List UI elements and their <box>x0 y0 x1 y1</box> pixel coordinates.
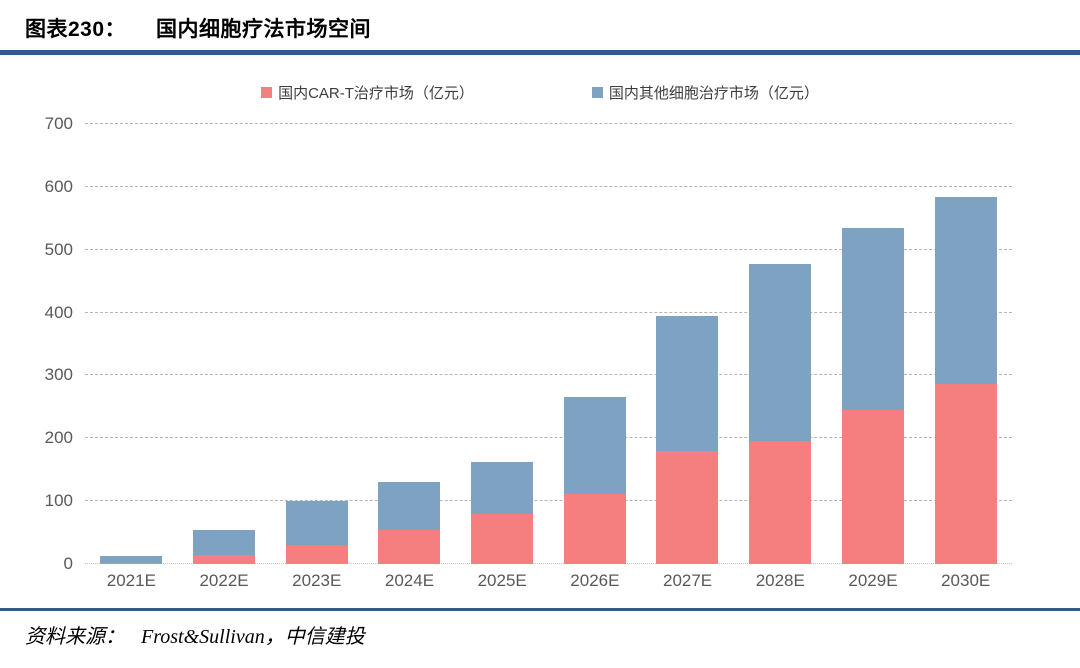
segment-cart-2027E <box>656 450 719 564</box>
bar-2026E <box>563 397 626 564</box>
y-tick-700: 700 <box>44 114 73 133</box>
x-tick-2030E: 2030E <box>941 571 991 590</box>
figure-label: 图表230： <box>25 18 127 41</box>
y-tick-100: 100 <box>44 491 73 511</box>
bar-2025E <box>471 462 534 564</box>
bar-2030E <box>934 196 997 564</box>
segment-other-2029E <box>841 227 904 410</box>
bar-2024E <box>378 482 441 564</box>
x-tick-2022E: 2022E <box>199 571 249 590</box>
x-tick-2029E: 2029E <box>848 571 898 590</box>
gridline-700 <box>85 123 1012 124</box>
segment-cart-2026E <box>563 493 626 564</box>
figure-title: 图表230： 国内细胞疗法市场空间 <box>25 13 1055 43</box>
gridline-100 <box>85 500 1012 502</box>
gridline-300 <box>85 374 1012 376</box>
source-text: Frost&Sullivan，中信建投 <box>141 626 365 648</box>
gridline-400 <box>85 311 1012 313</box>
segment-cart-2021E <box>100 562 163 564</box>
title-rule <box>0 50 1080 55</box>
gridline-200 <box>85 437 1012 439</box>
segment-other-2025E <box>471 462 534 514</box>
y-tick-500: 500 <box>44 239 73 259</box>
bar-2028E <box>749 264 812 564</box>
gridline-600 <box>85 185 1012 187</box>
x-tick-2026E: 2026E <box>570 571 620 590</box>
segment-other-2021E <box>100 555 163 563</box>
y-tick-200: 200 <box>44 428 73 448</box>
segment-other-2024E <box>378 482 441 531</box>
segment-cart-2023E <box>285 545 348 564</box>
segment-cart-2022E <box>193 554 256 564</box>
segment-cart-2025E <box>471 513 534 564</box>
legend-marker-cart-icon <box>261 87 273 98</box>
x-tick-2023E: 2023E <box>292 571 342 590</box>
segment-other-2022E <box>193 530 256 555</box>
segment-other-2030E <box>934 196 997 384</box>
legend-label-other: 国内其他细胞治疗市场（亿元） <box>608 85 819 102</box>
x-axis-labels: 2021E 2022E 2023E 2024E 2025E 2026E 2027E 2028E… <box>85 571 1012 591</box>
segment-cart-2024E <box>378 530 441 564</box>
segment-cart-2029E <box>841 410 904 564</box>
bars-container <box>85 124 1012 564</box>
x-tick-2028E: 2028E <box>755 571 805 590</box>
figure-header: 图表230： 国内细胞疗法市场空间 <box>0 0 1080 43</box>
y-tick-300: 300 <box>44 365 73 385</box>
bar-2029E <box>841 227 904 564</box>
bar-2022E <box>193 530 256 564</box>
legend-marker-other-icon <box>591 87 603 98</box>
y-tick-400: 400 <box>44 302 73 322</box>
figure-title-text: 国内细胞疗法市场空间 <box>156 18 372 41</box>
chart-legend: 国内CAR-T治疗市场（亿元） 国内其他细胞治疗市场（亿元） <box>0 82 1080 103</box>
source-rule <box>0 608 1080 611</box>
segment-other-2028E <box>749 264 812 442</box>
segment-other-2027E <box>656 315 719 451</box>
segment-cart-2030E <box>934 383 997 564</box>
y-tick-0: 0 <box>63 554 73 573</box>
segment-other-2023E <box>285 500 348 546</box>
gridline-0 <box>85 563 1012 564</box>
x-tick-2027E: 2027E <box>662 571 713 590</box>
y-tick-600: 600 <box>44 176 73 196</box>
bar-2023E <box>285 500 348 564</box>
source-prefix: 资料来源： <box>25 626 125 648</box>
source-line: 资料来源： Frost&Sullivan，中信建投 <box>0 611 1080 649</box>
x-tick-2021E: 2021E <box>106 571 156 590</box>
legend-item-cart: 国内CAR-T治疗市场（亿元） <box>261 82 474 103</box>
segment-other-2026E <box>563 397 626 494</box>
bar-2027E <box>656 315 719 564</box>
x-tick-2024E: 2024E <box>384 571 435 590</box>
legend-label-cart: 国内CAR-T治疗市场（亿元） <box>278 85 474 102</box>
x-tick-2025E: 2025E <box>477 571 527 590</box>
gridline-500 <box>85 248 1012 250</box>
legend-item-other: 国内其他细胞治疗市场（亿元） <box>591 82 819 103</box>
bar-2021E <box>100 555 163 564</box>
segment-cart-2028E <box>749 441 812 564</box>
plot-area: 0 100 200 300 400 500 600 700 <box>45 114 1012 573</box>
